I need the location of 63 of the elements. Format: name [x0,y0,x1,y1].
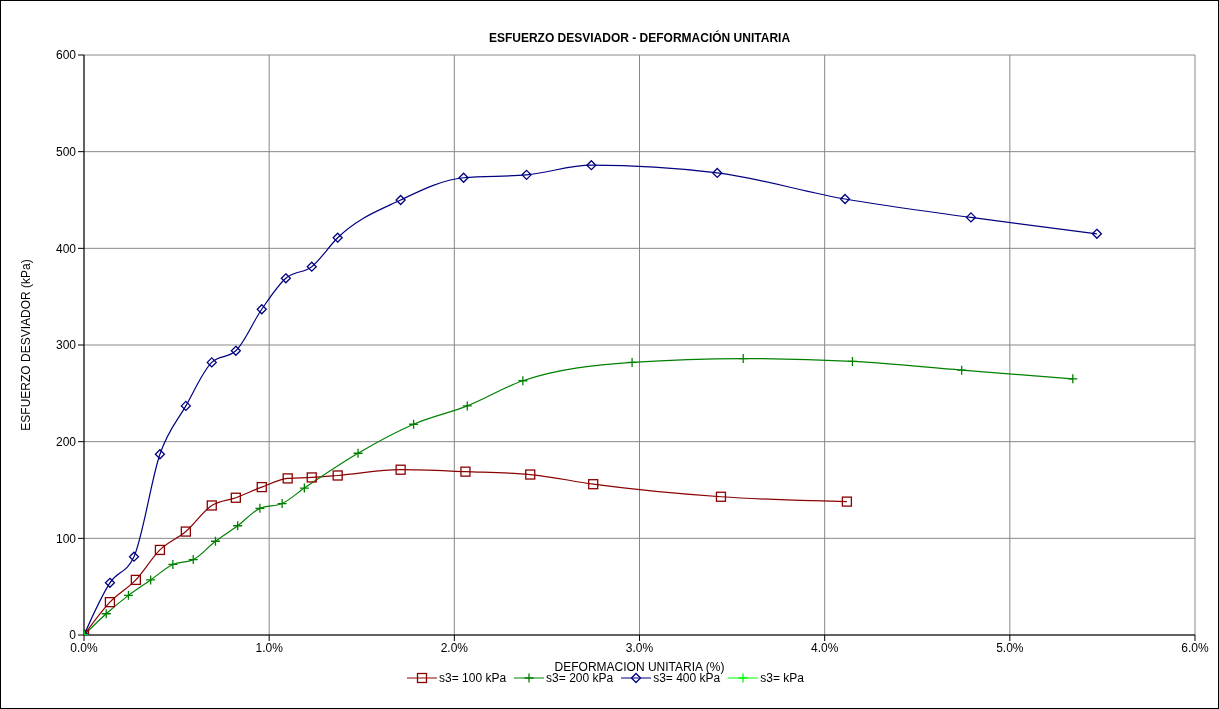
point [332,470,343,481]
point [282,473,293,484]
point [306,261,317,272]
point [626,357,638,368]
point [299,482,310,494]
point [588,479,599,490]
x-tick-label: 0.0% [70,640,98,655]
point [167,559,179,570]
point [128,551,140,562]
y-tick-label: 300 [55,338,77,353]
point [254,503,266,514]
y-tick-label: 400 [55,241,77,256]
point [521,169,532,181]
y-tick-label: 600 [55,48,77,63]
point [104,577,116,588]
point [145,574,156,586]
point [462,400,473,412]
point [965,212,977,223]
point [395,194,406,206]
y-tick-label: 0 [69,628,77,643]
point [1091,228,1103,239]
point [206,500,217,511]
point [712,167,723,179]
point [332,232,343,243]
point [525,469,536,480]
x-tick-label: 6.0% [1181,640,1209,655]
point [230,345,241,356]
y-tick-label: 100 [55,531,77,546]
point [280,273,291,284]
point [460,466,471,477]
y-tick-label: 500 [55,144,77,159]
point [230,492,241,503]
x-tick-label: 3.0% [625,640,654,655]
legend-label: s3= kPa [760,671,804,685]
x-tick-label: 1.0% [255,640,284,655]
point [458,172,469,183]
point [154,449,166,460]
x-tick-label: 4.0% [810,640,839,655]
x-axis-title: DEFORMACION UNITARIA (%) [554,660,725,674]
point [104,596,116,608]
x-tick-label: 5.0% [996,640,1024,655]
point [839,193,851,205]
point [586,160,597,171]
point [715,491,727,502]
point [276,498,288,509]
y-tick-label: 200 [55,434,77,449]
legend-label: s3= 200 kPa [546,671,614,685]
point [206,357,217,368]
point [154,544,166,556]
point [306,472,317,483]
point [395,464,406,475]
point [256,304,267,315]
point [841,496,853,507]
chart-title: ESFUERZO DESVIADOR - DEFORMACIÓN UNITARIA [487,31,792,45]
point [180,400,191,412]
point [256,481,267,493]
point [956,364,967,376]
y-axis-title: ESFUERZO DESVIADOR (kPa) [19,259,34,431]
point [130,574,141,586]
x-tick-label: 2.0% [440,640,469,655]
point [180,526,191,537]
legend-label: s3= 100 kPa [439,671,507,685]
point [352,448,364,459]
